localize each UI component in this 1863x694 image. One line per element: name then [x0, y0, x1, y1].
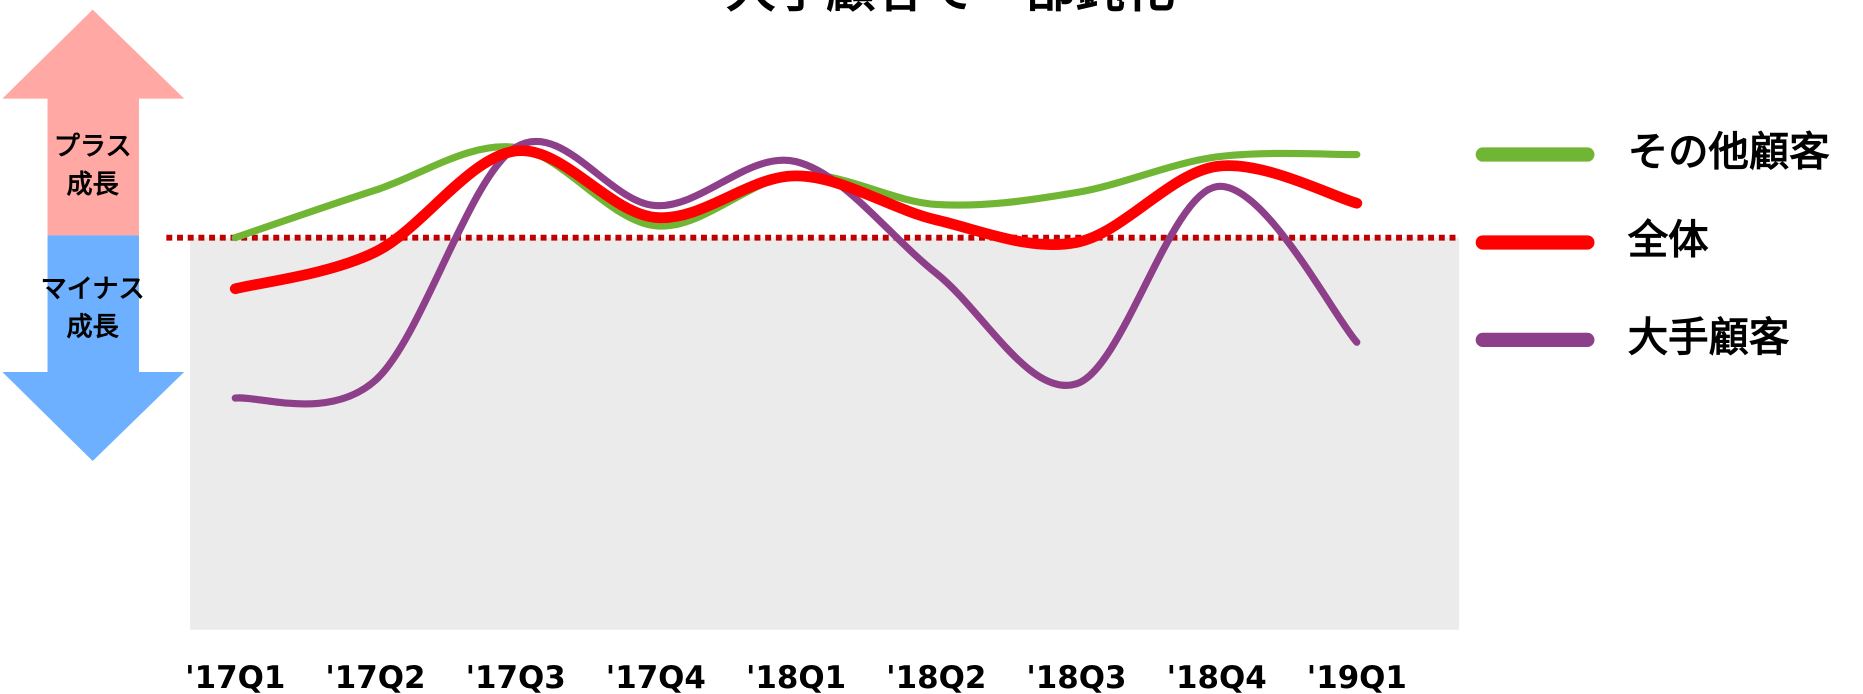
- legend-label: 大手顧客: [1628, 314, 1790, 361]
- x-tick-label: '18Q3: [1026, 660, 1126, 694]
- x-tick-label: '18Q4: [1167, 660, 1267, 694]
- x-tick-label: '18Q2: [886, 660, 986, 694]
- x-tick-label: '17Q3: [466, 660, 566, 694]
- annotation: プラス: [54, 132, 132, 162]
- x-tick-label: '18Q1: [746, 660, 846, 694]
- minus-arrow: [2, 235, 185, 462]
- x-tick-label: '19Q1: [1307, 660, 1407, 694]
- legend-label: 全体: [1627, 216, 1709, 263]
- series-line: [231, 137, 1361, 408]
- x-tick-label: '17Q1: [185, 660, 285, 694]
- annotation: 成長: [67, 312, 120, 342]
- annotation: マイナス: [41, 274, 145, 304]
- x-tick-label: '17Q2: [325, 660, 425, 694]
- legend-label: その他顧客: [1628, 129, 1831, 176]
- plus-arrow: [2, 9, 185, 236]
- chart-title: 大手顧客で一部鈍化: [726, 0, 1175, 18]
- negative-area: [190, 237, 1460, 630]
- annotation: 成長: [67, 170, 120, 200]
- x-tick-label: '17Q4: [606, 660, 706, 694]
- series-line: [229, 145, 1363, 295]
